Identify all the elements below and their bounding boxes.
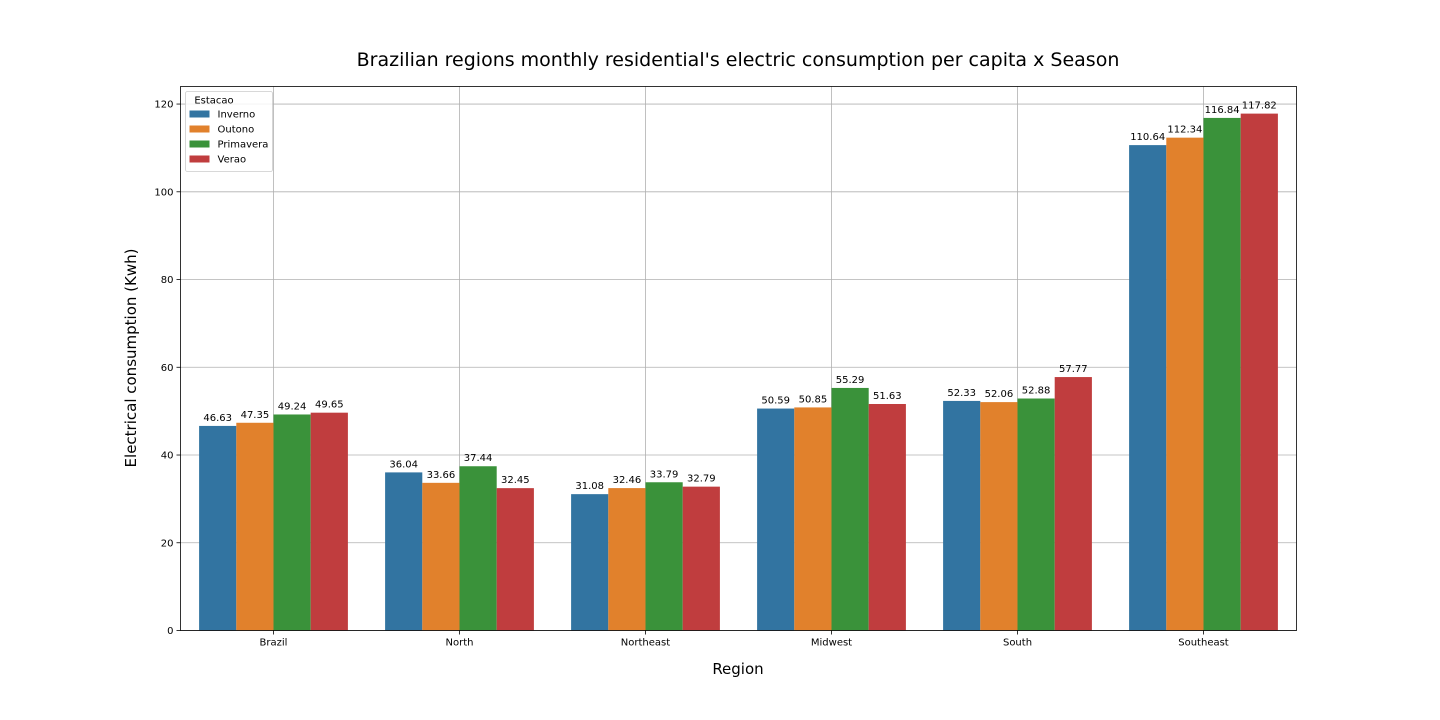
- bar: [682, 486, 720, 631]
- bar: [1054, 377, 1092, 631]
- bar: [422, 482, 460, 631]
- bar: [1203, 117, 1241, 631]
- legend-swatch: [189, 110, 210, 118]
- chart-title: Brazilian regions monthly residential's …: [357, 49, 1120, 71]
- data-label: 33.66: [427, 470, 456, 481]
- data-label: 50.85: [799, 394, 828, 405]
- bar: [868, 403, 906, 631]
- y-tick-label: 20: [161, 538, 174, 549]
- data-label: 31.08: [575, 481, 604, 492]
- bar: [1240, 113, 1278, 631]
- data-label: 47.35: [241, 410, 270, 421]
- bar: [608, 488, 646, 631]
- y-tick-label: 60: [161, 363, 174, 374]
- data-label: 52.06: [985, 389, 1014, 400]
- legend-title: Estacao: [194, 96, 233, 107]
- bars: [199, 113, 1278, 631]
- bar: [459, 466, 497, 631]
- data-label: 50.59: [761, 396, 790, 407]
- legend-label: Primavera: [218, 140, 269, 151]
- data-label: 52.33: [947, 388, 976, 399]
- bar: [236, 422, 274, 631]
- y-tick-label: 120: [154, 100, 173, 111]
- x-tick-label: North: [446, 638, 474, 649]
- data-label: 37.44: [464, 453, 493, 464]
- bar: [943, 400, 981, 631]
- x-tick-label: Southeast: [1178, 638, 1229, 649]
- data-label: 55.29: [836, 375, 865, 386]
- bar: [757, 408, 795, 631]
- bar: [496, 488, 534, 631]
- y-tick-label: 0: [167, 626, 173, 637]
- y-axis: 0 20 40 60 80 100 120: [154, 100, 181, 637]
- x-axis: Brazil North Northeast Midwest South Southeas…: [260, 630, 1229, 649]
- y-tick-label: 40: [161, 451, 174, 462]
- x-tick-label: Midwest: [811, 638, 852, 649]
- legend: Estacao Inverno Outono Primavera Verao: [185, 91, 273, 172]
- x-tick-label: Northeast: [621, 638, 670, 649]
- data-labels: 46.63 36.04 31.08 50.59 52.33 110.64 47.35 33.6…: [203, 101, 1276, 493]
- bar: [199, 425, 237, 631]
- bar: [1129, 145, 1167, 631]
- data-label: 33.79: [650, 469, 679, 480]
- bar: [831, 387, 869, 631]
- x-tick-label: South: [1003, 638, 1032, 649]
- bar: [385, 472, 423, 631]
- plot-frame: [180, 86, 1297, 631]
- data-label: 32.79: [687, 474, 716, 485]
- data-label: 32.46: [613, 475, 642, 486]
- legend-swatch: [189, 125, 210, 133]
- bar: [1017, 398, 1055, 631]
- data-label: 36.04: [389, 459, 418, 470]
- data-label: 51.63: [873, 391, 902, 402]
- legend-swatch: [189, 140, 210, 148]
- bar: [310, 412, 348, 631]
- legend-label: Inverno: [218, 110, 256, 121]
- x-axis-label: Region: [712, 660, 763, 678]
- y-tick-label: 100: [154, 187, 173, 198]
- legend-label: Outono: [218, 125, 255, 136]
- data-label: 46.63: [203, 413, 232, 424]
- bar: [645, 482, 683, 631]
- bar: [980, 402, 1018, 631]
- bar: [794, 407, 832, 631]
- bar: [273, 414, 311, 631]
- legend-label: Verao: [218, 155, 247, 166]
- y-tick-label: 80: [161, 275, 174, 286]
- data-label: 57.77: [1059, 364, 1088, 375]
- data-label: 52.88: [1022, 386, 1051, 397]
- data-label: 32.45: [501, 475, 530, 486]
- data-label: 116.84: [1205, 105, 1240, 116]
- data-label: 110.64: [1130, 132, 1165, 143]
- legend-swatch: [189, 155, 210, 163]
- data-label: 49.24: [278, 401, 307, 412]
- bar: [1166, 137, 1204, 631]
- y-axis-label: Electrical consumption (Kwh): [122, 249, 140, 468]
- data-label: 117.82: [1242, 101, 1277, 112]
- bar: [571, 494, 609, 631]
- x-tick-label: Brazil: [260, 638, 288, 649]
- data-label: 112.34: [1167, 125, 1202, 136]
- data-label: 49.65: [315, 400, 344, 411]
